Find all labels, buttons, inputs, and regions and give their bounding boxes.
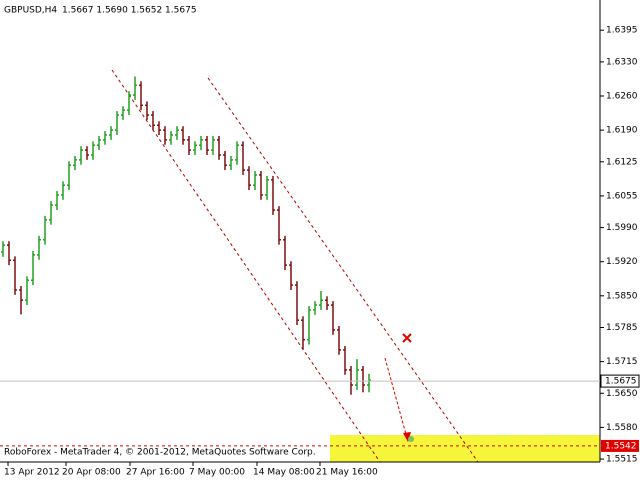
last-price-label: 1.5675 (605, 377, 637, 387)
x-tick-label: 13 Apr 2012 (4, 468, 60, 478)
chart-title: GBPUSD,H4 (4, 6, 57, 16)
target-price-label: 1.5542 (605, 441, 637, 451)
y-tick-label: 1.5785 (606, 323, 638, 333)
x-tick-label: 21 May 16:00 (316, 468, 378, 478)
y-tick-label: 1.6395 (606, 26, 638, 36)
last-price-box (600, 374, 640, 388)
y-tick-label: 1.5850 (606, 291, 638, 301)
y-tick-label: 1.6330 (606, 57, 638, 67)
x-tick-label: 14 May 08:00 (253, 468, 315, 478)
y-tick-label: 1.5990 (606, 223, 638, 233)
y-tick-label: 1.6055 (606, 191, 638, 201)
target-price-box (601, 439, 639, 452)
x-tick-label: 27 Apr 16:00 (126, 468, 185, 478)
y-tick-label: 1.5580 (606, 423, 638, 433)
y-tick-label: 1.5920 (606, 257, 638, 267)
forecast-arrow (384, 357, 408, 439)
y-tick-label: 1.5515 (606, 455, 638, 465)
channel-lower (111, 69, 381, 463)
y-tick-label: 1.6260 (606, 92, 638, 102)
channel-upper (207, 77, 479, 463)
y-tick-label: 1.6125 (606, 157, 638, 167)
x-tick-label: 20 Apr 08:00 (62, 468, 121, 478)
target-zone (330, 435, 600, 462)
forecast-arrowhead (403, 432, 411, 442)
y-tick-label: 1.6190 (606, 126, 638, 136)
watermark: RoboForex - MetaTrader 4, © 2001-2012, M… (4, 448, 316, 458)
y-tick-label: 1.5650 (606, 389, 638, 399)
target-point (408, 436, 414, 442)
y-tick-label: 1.5715 (606, 357, 638, 367)
x-tick-label: 7 May 00:00 (189, 468, 245, 478)
cross-marker (402, 333, 412, 343)
header-values: 1.5667 1.5690 1.5652 1.5675 (62, 6, 197, 16)
